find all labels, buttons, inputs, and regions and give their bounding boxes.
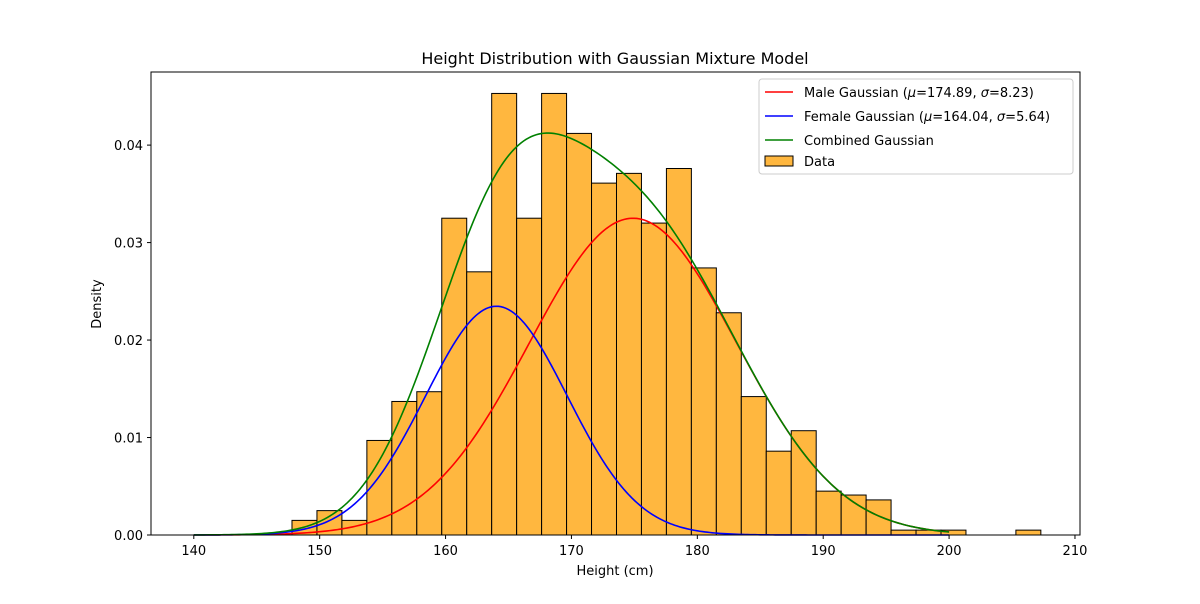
combined-gaussian-curve <box>193 132 950 536</box>
y-axis-label: Density <box>90 279 105 329</box>
legend: Male Gaussian (μ=174.89, σ=8.23) Female G… <box>758 78 1074 175</box>
x-tick-label: 200 <box>937 544 962 559</box>
y-tick-label: 0.03 <box>114 237 143 252</box>
histogram-bar <box>815 490 842 536</box>
y-tick-label: 0.01 <box>114 432 143 447</box>
histogram-bar <box>466 271 493 536</box>
x-axis-ticks: 140 150 160 170 180 190 200 210 <box>181 535 1087 559</box>
x-tick-label: 150 <box>307 544 332 559</box>
x-tick-label: 140 <box>181 544 206 559</box>
x-tick-label: 160 <box>433 544 458 559</box>
legend-label: Data <box>804 155 835 170</box>
histogram-bar <box>665 167 692 536</box>
legend-label: Female Gaussian (μ=164.04, σ=5.64) <box>804 110 1050 125</box>
x-tick-label: 170 <box>559 544 584 559</box>
legend-label: Combined Gaussian <box>804 134 934 149</box>
x-tick-label: 180 <box>685 544 710 559</box>
legend-box <box>758 78 1074 175</box>
y-tick-label: 0.02 <box>114 334 143 349</box>
histogram-bar <box>441 217 468 536</box>
histogram-bar <box>790 430 817 536</box>
x-tick-label: 210 <box>1063 544 1088 559</box>
histogram-bar <box>840 494 867 536</box>
histogram-bar <box>640 222 667 536</box>
histogram-bar <box>591 182 617 536</box>
histogram-bar <box>491 92 518 536</box>
x-axis-label: Height (cm) <box>576 564 653 579</box>
legend-label: Male Gaussian (μ=174.89, σ=8.23) <box>804 86 1034 101</box>
histogram-bar <box>765 450 792 536</box>
plot-frame <box>150 71 1081 536</box>
y-axis-ticks: 0.00 0.01 0.02 0.03 0.04 <box>114 139 151 544</box>
x-tick-label: 190 <box>811 544 836 559</box>
histogram-bar <box>566 132 593 536</box>
histogram-bar <box>615 172 642 536</box>
histogram-bar <box>690 267 717 536</box>
chart-title: Height Distribution with Gaussian Mixtur… <box>421 49 808 68</box>
histogram-bar <box>416 391 443 536</box>
histogram-bar <box>1015 529 1042 536</box>
histogram-bar <box>740 396 767 536</box>
histogram-bar <box>865 499 892 536</box>
y-tick-label: 0.04 <box>114 139 143 154</box>
histogram-bar <box>516 217 543 536</box>
legend-swatch <box>764 155 794 167</box>
y-tick-label: 0.00 <box>114 529 143 544</box>
